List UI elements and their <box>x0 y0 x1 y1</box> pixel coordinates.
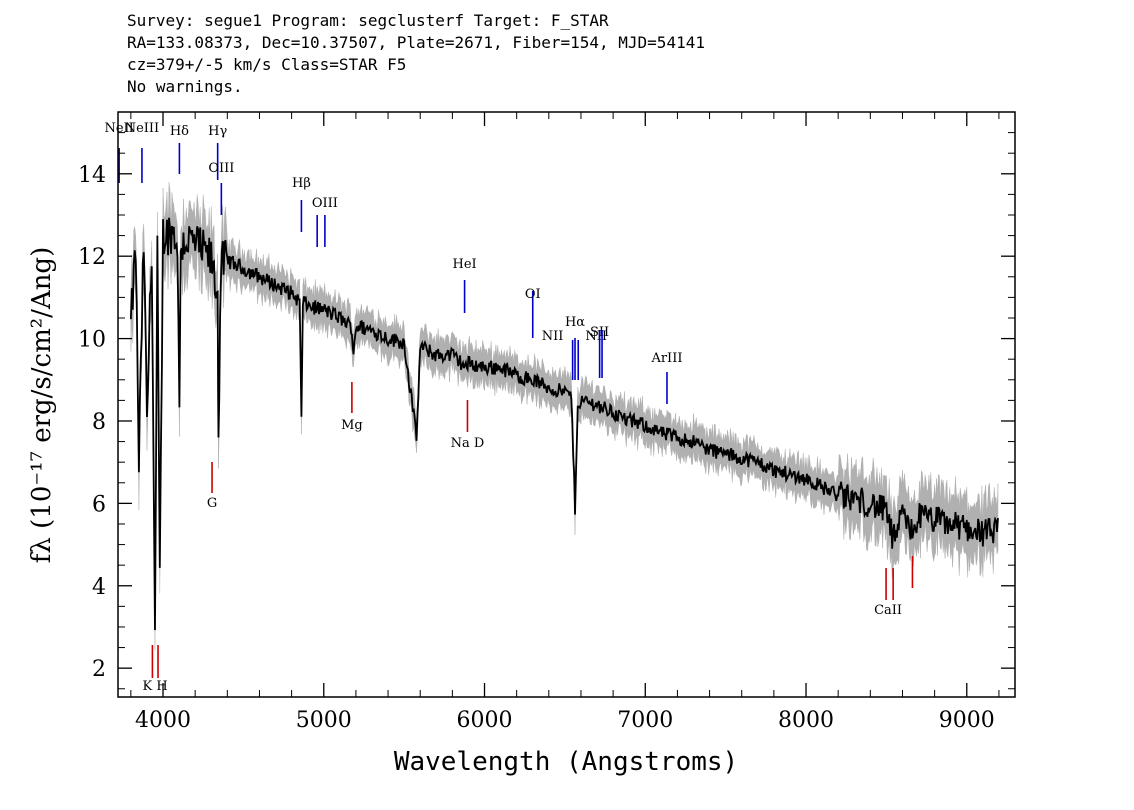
y-tick-label: 2 <box>92 657 106 682</box>
spectrum-series <box>129 217 999 631</box>
x-tick-label: 8000 <box>778 708 834 733</box>
y-tick-label: 12 <box>78 245 106 270</box>
absorption-line-label: Na D <box>451 436 485 451</box>
spectrum-header: Survey: segue1 Program: segclusterf Targ… <box>127 10 1027 98</box>
emission-line-label: NeIII <box>125 121 159 136</box>
error-band-area <box>130 182 999 651</box>
axes: 4000 5000 6000 7000 8000 9000 2 4 6 8 10 12 14 <box>78 111 1015 733</box>
plot-frame <box>117 111 1016 698</box>
y-axis-label: fλ (10⁻¹⁷ erg/s/cm²/Ang) <box>27 247 57 563</box>
emission-line-label: OIII <box>312 196 338 211</box>
absorption-line-label: G <box>207 496 217 511</box>
emission-line-label: Hβ <box>292 176 311 191</box>
emission-line-label: ArIII <box>650 351 682 366</box>
absorption-line-label: K <box>143 679 153 694</box>
header-redshift-line: cz=379+/-5 km/s Class=STAR F5 <box>127 55 407 74</box>
x-tick-label: 7000 <box>617 708 673 733</box>
y-tick-label: 4 <box>92 575 106 600</box>
emission-line-label: NII <box>542 329 564 344</box>
emission-line-label: OIII <box>208 161 234 176</box>
x-tick-label: 5000 <box>296 708 352 733</box>
emission-line-label: Hδ <box>170 124 189 139</box>
x-tick-label: 9000 <box>939 708 995 733</box>
absorption-line-label: H <box>156 679 167 694</box>
y-tick-label: 10 <box>78 328 106 353</box>
header-warnings-line: No warnings. <box>127 77 243 96</box>
spectrum-line <box>129 217 999 631</box>
emission-line-label: Hα <box>565 315 585 330</box>
header-coordinates-line: RA=133.08373, Dec=10.37507, Plate=2671, … <box>127 33 705 52</box>
emission-line-label: Hγ <box>208 124 227 139</box>
emission-line-label: NeII <box>104 121 133 136</box>
y-tick-label: 6 <box>92 492 106 517</box>
absorption-line-label: CaII <box>874 603 902 618</box>
x-tick-label: 6000 <box>457 708 513 733</box>
x-axis-label: Wavelength (Angstroms) <box>394 747 738 777</box>
emission-line-label: HeI <box>452 257 476 272</box>
emission-line-label: SII <box>590 325 609 340</box>
emission-line-label: OI <box>525 287 541 302</box>
x-tick-label: 4000 <box>135 708 191 733</box>
y-tick-label: 8 <box>92 410 106 435</box>
y-tick-label: 14 <box>78 163 106 188</box>
header-survey-line: Survey: segue1 Program: segclusterf Targ… <box>127 11 609 30</box>
absorption-line-label: Mg <box>341 418 363 433</box>
error-band <box>130 182 999 651</box>
